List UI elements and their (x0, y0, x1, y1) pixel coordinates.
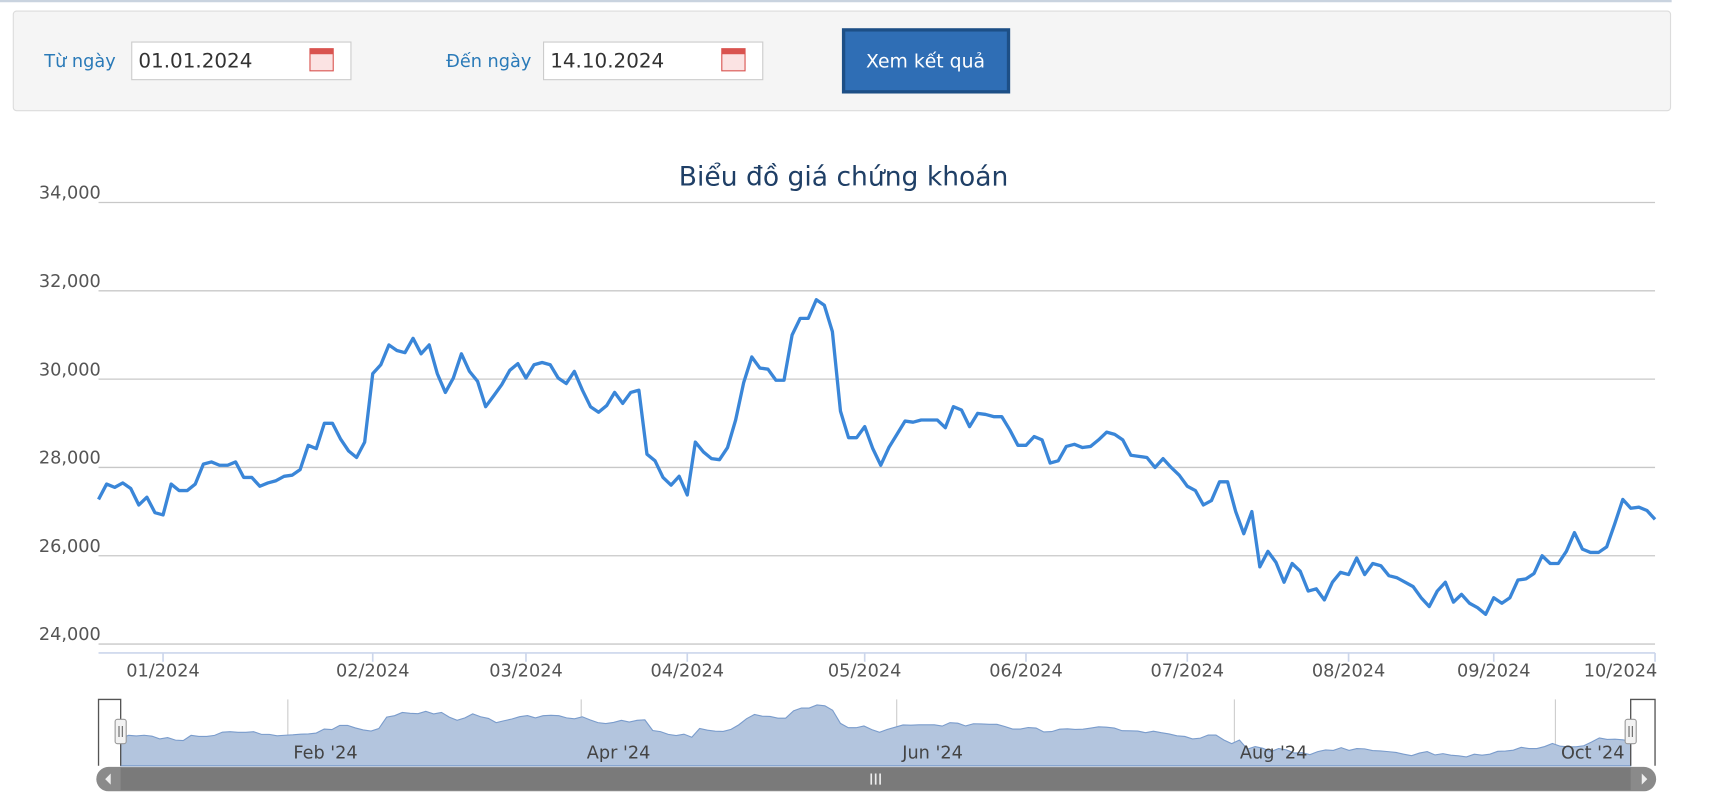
navigator-label: Feb '24 (293, 744, 357, 764)
x-tick-label: 03/2024 (489, 662, 562, 682)
to-calendar-icon[interactable] (721, 48, 746, 72)
y-tick-label: 26,000 (39, 537, 101, 557)
navigator-handle-body[interactable] (114, 718, 127, 745)
x-tick-label: 10/2024 (1584, 662, 1657, 682)
price-line (97, 298, 1657, 616)
navigator-label: Aug '24 (1240, 744, 1308, 764)
calendar-icon-top[interactable] (721, 48, 746, 55)
navigator-area (120, 704, 1632, 767)
scrollbar-grip (870, 773, 881, 785)
navigator-label: Apr '24 (587, 744, 651, 764)
navigator-handle-grip[interactable] (1628, 725, 1633, 738)
calendar-icon-top[interactable] (309, 48, 334, 55)
chart-title: Biểu đồ giá chứng khoán (679, 162, 1009, 193)
to-value[interactable]: 14.10.2024 (550, 49, 664, 72)
from-calendar-icon[interactable] (309, 48, 334, 72)
x-tick-label: 04/2024 (651, 662, 724, 682)
y-tick-label: 30,000 (39, 360, 101, 380)
y-tick-label: 24,000 (39, 625, 101, 645)
submit-button-label[interactable]: Xem kết quả (866, 50, 985, 72)
x-tick-label: 05/2024 (828, 662, 901, 682)
to-label: Đến ngày (446, 51, 531, 72)
navigator-handle[interactable] (114, 718, 127, 745)
navigator-label: Oct '24 (1561, 744, 1625, 764)
x-tick-label: 02/2024 (336, 662, 409, 682)
x-tick-label: 07/2024 (1151, 662, 1224, 682)
scrollbar-right-arrow[interactable] (1641, 773, 1648, 785)
navigator-label: Jun '24 (901, 744, 963, 764)
from-label: Từ ngày (43, 52, 115, 72)
scrollbar-left-arrow[interactable] (105, 773, 111, 785)
navigator-handle[interactable] (1624, 718, 1637, 745)
y-tick-label: 34,000 (39, 184, 101, 204)
x-tick-label: 09/2024 (1457, 662, 1530, 682)
from-value[interactable]: 01.01.2024 (138, 49, 252, 72)
submit-button[interactable] (841, 28, 1011, 94)
navigator-handle-body[interactable] (1624, 718, 1637, 745)
y-tick-label: 32,000 (39, 272, 101, 292)
x-tick-label: 01/2024 (126, 662, 199, 682)
y-tick-label: 28,000 (39, 449, 101, 469)
x-tick-label: 08/2024 (1312, 662, 1385, 682)
navigator-handle-grip[interactable] (118, 725, 123, 738)
x-tick-label: 06/2024 (989, 662, 1062, 682)
